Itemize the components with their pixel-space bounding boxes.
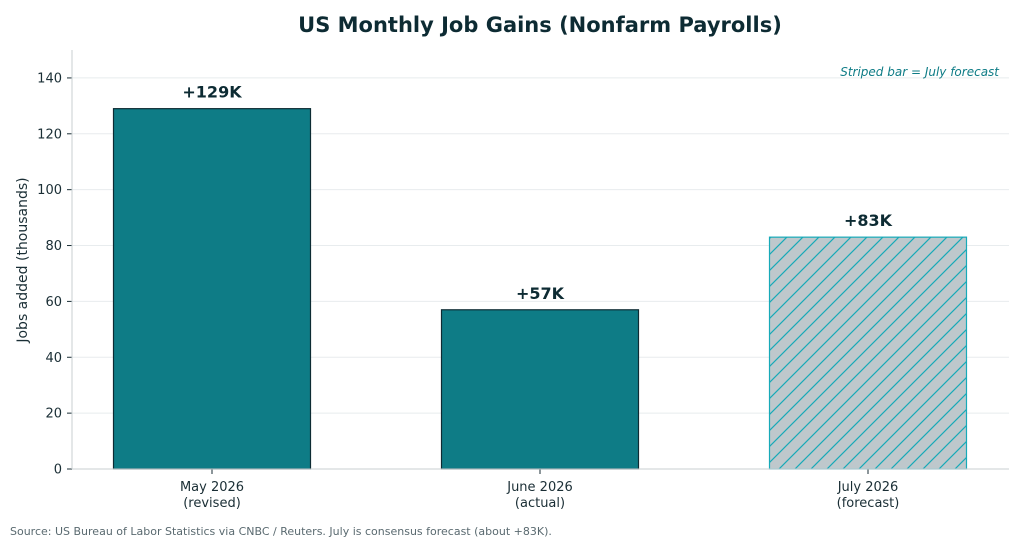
y-tick-label: 20 [45,407,62,422]
y-tick-label: 40 [45,351,62,366]
x-tick-sublabel: (revised) [183,496,241,511]
chart-title: US Monthly Job Gains (Nonfarm Payrolls) [298,13,782,37]
y-tick-label: 60 [45,295,62,310]
bar-value-label: +83K [844,211,893,230]
x-tick-label: June 2026 [506,480,573,495]
source-note: Source: US Bureau of Labor Statistics vi… [10,525,552,538]
bars: +129K +57K +83K [112,83,968,470]
y-tick-label: 80 [45,239,62,254]
bar-value-label: +57K [516,284,565,303]
forecast-note: Striped bar = July forecast [840,65,1000,79]
bar [112,108,312,470]
y-tick-label: 140 [37,71,62,86]
bar [440,309,640,470]
y-tick-label: 120 [37,127,62,142]
x-tick-label: July 2026 [837,480,899,495]
x-tick-label: May 2026 [180,480,244,495]
y-tick-label: 100 [37,183,62,198]
axes: 0 20 40 60 80 100 120 140 May 2026(revised) June … [37,50,1009,511]
y-tick-label: 0 [54,463,62,478]
x-tick-sublabel: (forecast) [837,496,900,511]
y-axis-label: Jobs added (thousands) [15,177,31,343]
bar-forecast [768,236,968,470]
x-tick-sublabel: (actual) [515,496,565,511]
bar-value-label: +129K [182,83,242,102]
